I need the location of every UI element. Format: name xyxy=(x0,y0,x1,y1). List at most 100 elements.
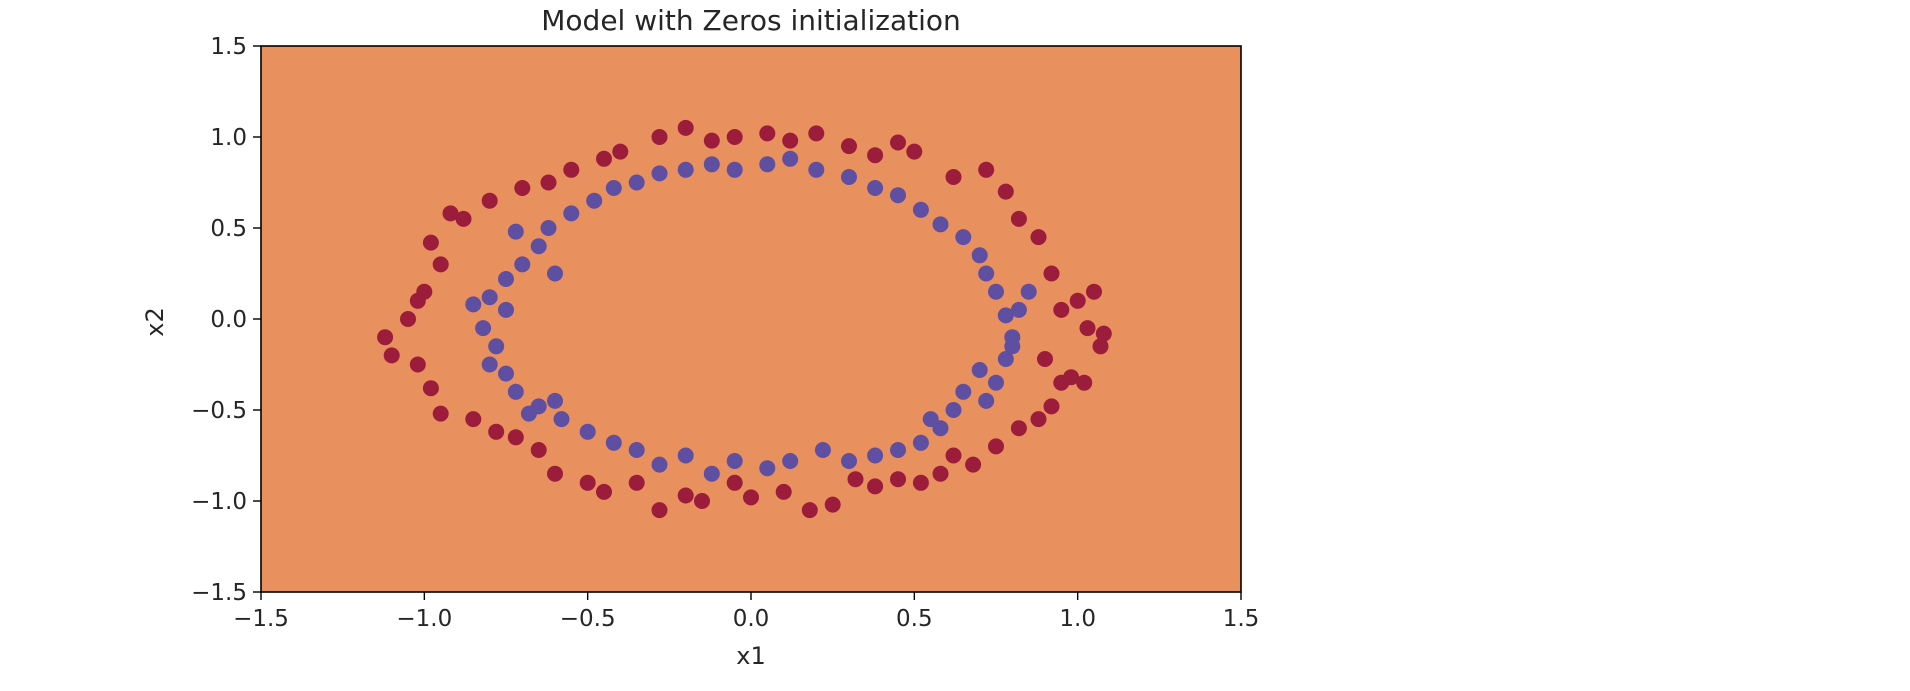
data-point-series-0-14 xyxy=(867,147,884,164)
data-point-series-1-61 xyxy=(520,405,537,422)
y-axis-ticks: −1.5 −1.0 −0.5 0.0 0.5 1.0 1.5 xyxy=(191,34,261,606)
data-point-series-0-22 xyxy=(651,129,668,145)
data-point-series-0-58 xyxy=(867,478,884,495)
data-point-series-1-60 xyxy=(547,392,563,409)
data-point-series-0-39 xyxy=(422,380,439,397)
data-point-series-1-6 xyxy=(945,402,962,418)
data-point-series-1-40 xyxy=(677,161,694,178)
data-point-series-0-0 xyxy=(1086,283,1102,300)
data-point-series-0-25 xyxy=(563,161,580,178)
data-point-series-1-44 xyxy=(782,150,799,167)
data-point-series-0-55 xyxy=(801,502,818,519)
data-point-series-0-52 xyxy=(726,474,743,491)
data-point-series-1-29 xyxy=(498,301,514,318)
x-tick-label: −1.0 xyxy=(396,606,452,632)
data-point-series-0-40 xyxy=(432,405,449,422)
data-point-series-1-25 xyxy=(498,365,514,382)
data-point-series-0-20 xyxy=(703,132,720,149)
data-point-series-1-0 xyxy=(1020,283,1037,300)
x-tick-label: −1.5 xyxy=(233,606,289,632)
data-point-series-1-9 xyxy=(890,442,906,458)
data-point-series-0-13 xyxy=(890,134,906,151)
data-point-series-0-11 xyxy=(945,169,962,185)
data-point-series-1-14 xyxy=(759,460,776,477)
data-point-series-0-32 xyxy=(432,256,449,273)
data-point-series-1-49 xyxy=(912,201,929,218)
data-point-series-0-28 xyxy=(481,192,498,209)
data-point-series-1-15 xyxy=(726,453,743,469)
data-point-series-0-5 xyxy=(1053,301,1070,318)
data-point-series-1-21 xyxy=(579,423,596,440)
y-tick-label: 0.0 xyxy=(210,307,247,333)
data-point-series-1-12 xyxy=(814,442,831,458)
data-point-series-0-51 xyxy=(694,493,710,509)
data-point-series-1-43 xyxy=(759,156,776,173)
data-point-series-0-49 xyxy=(651,502,668,519)
data-point-series-0-66 xyxy=(1030,411,1047,428)
y-tick-label: 0.5 xyxy=(210,216,247,242)
data-point-series-1-41 xyxy=(703,156,720,173)
x-tick-label: 0.0 xyxy=(733,606,770,632)
data-point-series-0-30 xyxy=(442,205,459,222)
data-point-series-1-4 xyxy=(988,374,1004,391)
data-point-series-1-31 xyxy=(498,271,514,287)
data-point-series-1-62 xyxy=(465,296,482,313)
data-point-series-0-41 xyxy=(465,411,482,428)
data-point-series-0-4 xyxy=(1037,351,1053,367)
data-point-series-0-37 xyxy=(383,347,400,364)
y-tick-label: −1.5 xyxy=(191,580,247,606)
data-point-series-1-59 xyxy=(922,411,939,428)
data-point-series-0-9 xyxy=(997,183,1014,200)
data-point-series-0-21 xyxy=(677,119,694,136)
data-point-series-1-32 xyxy=(514,256,531,273)
data-point-series-0-36 xyxy=(377,329,394,346)
data-point-series-1-27 xyxy=(488,338,505,355)
data-point-series-0-34 xyxy=(409,292,426,309)
data-point-series-0-7 xyxy=(1030,229,1047,246)
y-tick-label: −1.0 xyxy=(191,489,247,515)
data-point-series-1-51 xyxy=(955,229,972,246)
data-point-series-1-10 xyxy=(867,447,884,464)
data-point-series-1-37 xyxy=(605,180,622,196)
data-point-series-1-54 xyxy=(988,283,1004,300)
data-point-series-1-3 xyxy=(997,351,1014,367)
data-point-series-0-60 xyxy=(912,474,929,491)
data-point-series-0-27 xyxy=(514,180,531,196)
chart-title: Model with Zeros initialization xyxy=(541,4,960,37)
data-point-series-0-56 xyxy=(824,496,841,513)
x-tick-label: 1.5 xyxy=(1223,606,1260,632)
data-point-series-0-35 xyxy=(400,311,416,327)
x-tick-label: 0.5 xyxy=(896,606,933,632)
data-point-series-1-36 xyxy=(586,192,603,209)
data-point-series-1-38 xyxy=(628,174,645,191)
data-point-series-0-67 xyxy=(1043,398,1060,415)
data-point-series-1-47 xyxy=(867,180,884,196)
data-point-series-0-19 xyxy=(726,129,743,145)
data-point-series-1-1 xyxy=(1010,301,1027,318)
data-point-series-1-11 xyxy=(841,453,857,469)
data-point-series-0-47 xyxy=(596,483,612,500)
data-point-series-1-22 xyxy=(553,411,570,428)
data-point-series-1-45 xyxy=(808,161,825,178)
data-point-series-0-46 xyxy=(579,474,596,491)
data-point-series-0-10 xyxy=(978,161,995,178)
data-points xyxy=(377,119,1112,519)
data-point-series-0-16 xyxy=(808,125,825,142)
data-point-series-0-54 xyxy=(775,483,792,500)
data-point-series-0-15 xyxy=(841,138,857,155)
data-point-series-0-57 xyxy=(847,471,864,488)
data-point-series-0-71 xyxy=(1069,292,1086,309)
data-point-series-1-50 xyxy=(932,216,949,233)
data-point-series-1-46 xyxy=(841,169,857,185)
data-point-series-0-12 xyxy=(906,143,923,160)
data-point-series-0-63 xyxy=(965,456,982,473)
data-point-series-1-16 xyxy=(703,465,720,482)
data-point-series-1-63 xyxy=(507,223,524,240)
data-point-series-0-64 xyxy=(988,438,1004,455)
data-point-series-1-18 xyxy=(651,456,668,473)
x-tick-label: −0.5 xyxy=(560,606,616,632)
data-point-series-1-5 xyxy=(978,392,995,409)
data-point-series-0-65 xyxy=(1010,420,1027,437)
data-point-series-1-64 xyxy=(547,265,563,282)
data-point-series-0-53 xyxy=(743,489,759,506)
